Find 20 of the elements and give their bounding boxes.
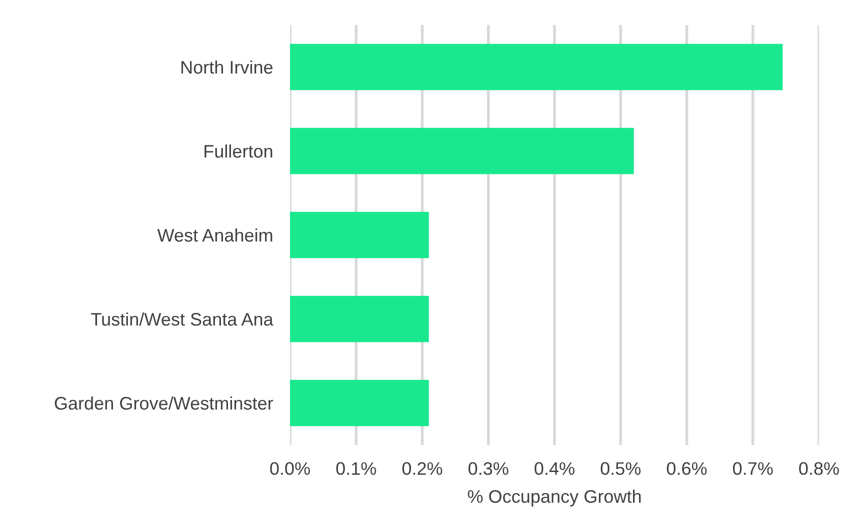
bar (290, 296, 429, 342)
y-tick-label: West Anaheim (157, 228, 272, 242)
x-tick-label: 0.1% (336, 462, 376, 475)
x-tick-label: 0.3% (468, 462, 508, 475)
y-tick-label: Tustin/West Santa Ana (91, 312, 274, 326)
x-axis-title: % Occupancy Growth (468, 490, 641, 506)
x-tick-label: 0.8% (799, 462, 839, 475)
x-tick-label: 0.2% (402, 462, 442, 475)
y-tick-label: Garden Grove/Westminster (54, 396, 274, 410)
x-tick-label: 0.4% (534, 462, 574, 475)
x-tick-label: 0.7% (733, 462, 773, 475)
bar (290, 44, 783, 90)
bar (290, 380, 429, 426)
y-tick-label: North Irvine (182, 60, 273, 74)
bar (290, 128, 634, 174)
y-tick-label: Fullerton (204, 144, 272, 158)
x-tick-label: 0.5% (600, 462, 641, 475)
x-tick-label: 0.0% (270, 462, 310, 475)
bar (290, 212, 429, 258)
x-tick-label: 0.6% (666, 462, 707, 475)
